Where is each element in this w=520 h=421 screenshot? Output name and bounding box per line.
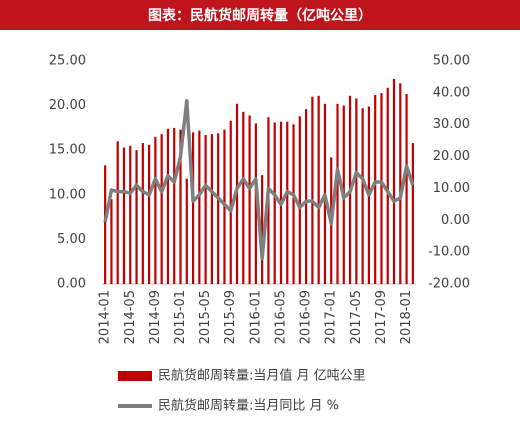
bar: [217, 133, 220, 284]
bar: [154, 136, 157, 284]
y-tick-label: 25.00: [49, 54, 86, 69]
bar: [305, 109, 308, 284]
bar: [116, 141, 119, 284]
x-tick-label: 2015-09: [223, 290, 238, 344]
bar: [380, 93, 383, 284]
bar: [242, 111, 245, 285]
bar: [336, 103, 339, 284]
y-tick-label: 0.00: [57, 277, 86, 292]
y2-tick-label: 50.00: [433, 54, 470, 69]
bar: [361, 108, 364, 284]
x-tick-label: 2014-05: [123, 290, 138, 344]
bar: [286, 121, 289, 284]
chart-title: 图表：民航货邮周转量（亿吨公里）: [148, 7, 372, 24]
bar: [399, 83, 402, 284]
bar: [185, 178, 188, 284]
x-tick-label: 2017-09: [374, 290, 389, 344]
y-tick-label: 20.00: [49, 98, 86, 113]
y2-tick-label: 30.00: [433, 117, 470, 132]
y2-tick-label: -10.00: [428, 245, 470, 260]
bar: [166, 128, 170, 284]
x-tick-label: 2014-01: [98, 290, 113, 344]
bar: [317, 95, 320, 285]
bar: [392, 78, 396, 284]
x-tick-label: 2017-05: [349, 290, 364, 344]
y2-tick-label: 0.00: [441, 213, 470, 228]
bar: [173, 127, 176, 285]
legend-label: 民航货邮周转量:当月值 月 亿吨公里: [158, 368, 366, 384]
bar: [254, 123, 257, 284]
bar: [311, 96, 314, 285]
bar: [129, 145, 132, 284]
x-tick-label: 2016-01: [248, 290, 263, 344]
line: [103, 99, 415, 261]
bar: [210, 134, 213, 284]
x-tick-label: 2018-01: [399, 290, 414, 344]
bar: [110, 199, 113, 284]
bar: [292, 124, 295, 284]
bar: [104, 165, 107, 284]
x-tick-label: 2015-05: [198, 290, 213, 344]
legend-label: 民航货邮周转量:当月同比 月 %: [158, 398, 339, 414]
bar: [191, 132, 195, 284]
x-tick-label: 2016-09: [299, 290, 314, 344]
x-tick-label: 2015-01: [173, 290, 188, 344]
y2-tick-label: 10.00: [433, 181, 470, 196]
y-tick-label: 15.00: [49, 143, 86, 158]
bar: [374, 94, 377, 285]
bar: [386, 87, 389, 284]
bar: [273, 122, 276, 284]
y-tick-label: 10.00: [49, 187, 86, 202]
bar: [204, 135, 207, 284]
legend-swatch: [118, 371, 152, 381]
bar: [160, 134, 163, 284]
y2-tick-label: 20.00: [433, 149, 470, 164]
bar: [411, 143, 414, 284]
bar: [405, 94, 408, 284]
y2-tick-label: 40.00: [433, 85, 470, 100]
bar: [261, 175, 264, 284]
x-tick-label: 2014-09: [148, 290, 163, 344]
bar: [148, 144, 151, 284]
bar: [141, 143, 144, 284]
bar: [122, 147, 126, 284]
title-bar: [0, 0, 520, 30]
x-tick-label: 2017-01: [324, 290, 339, 344]
bar: [355, 98, 358, 285]
bar: [179, 129, 182, 284]
bar: [248, 115, 251, 284]
bar: [298, 116, 301, 284]
bar: [229, 120, 232, 284]
x-tick-label: 2016-05: [273, 290, 288, 344]
bar: [135, 150, 138, 284]
bar: [198, 130, 201, 284]
y2-tick-label: -20.00: [428, 277, 470, 292]
y-tick-label: 5.00: [57, 232, 86, 247]
